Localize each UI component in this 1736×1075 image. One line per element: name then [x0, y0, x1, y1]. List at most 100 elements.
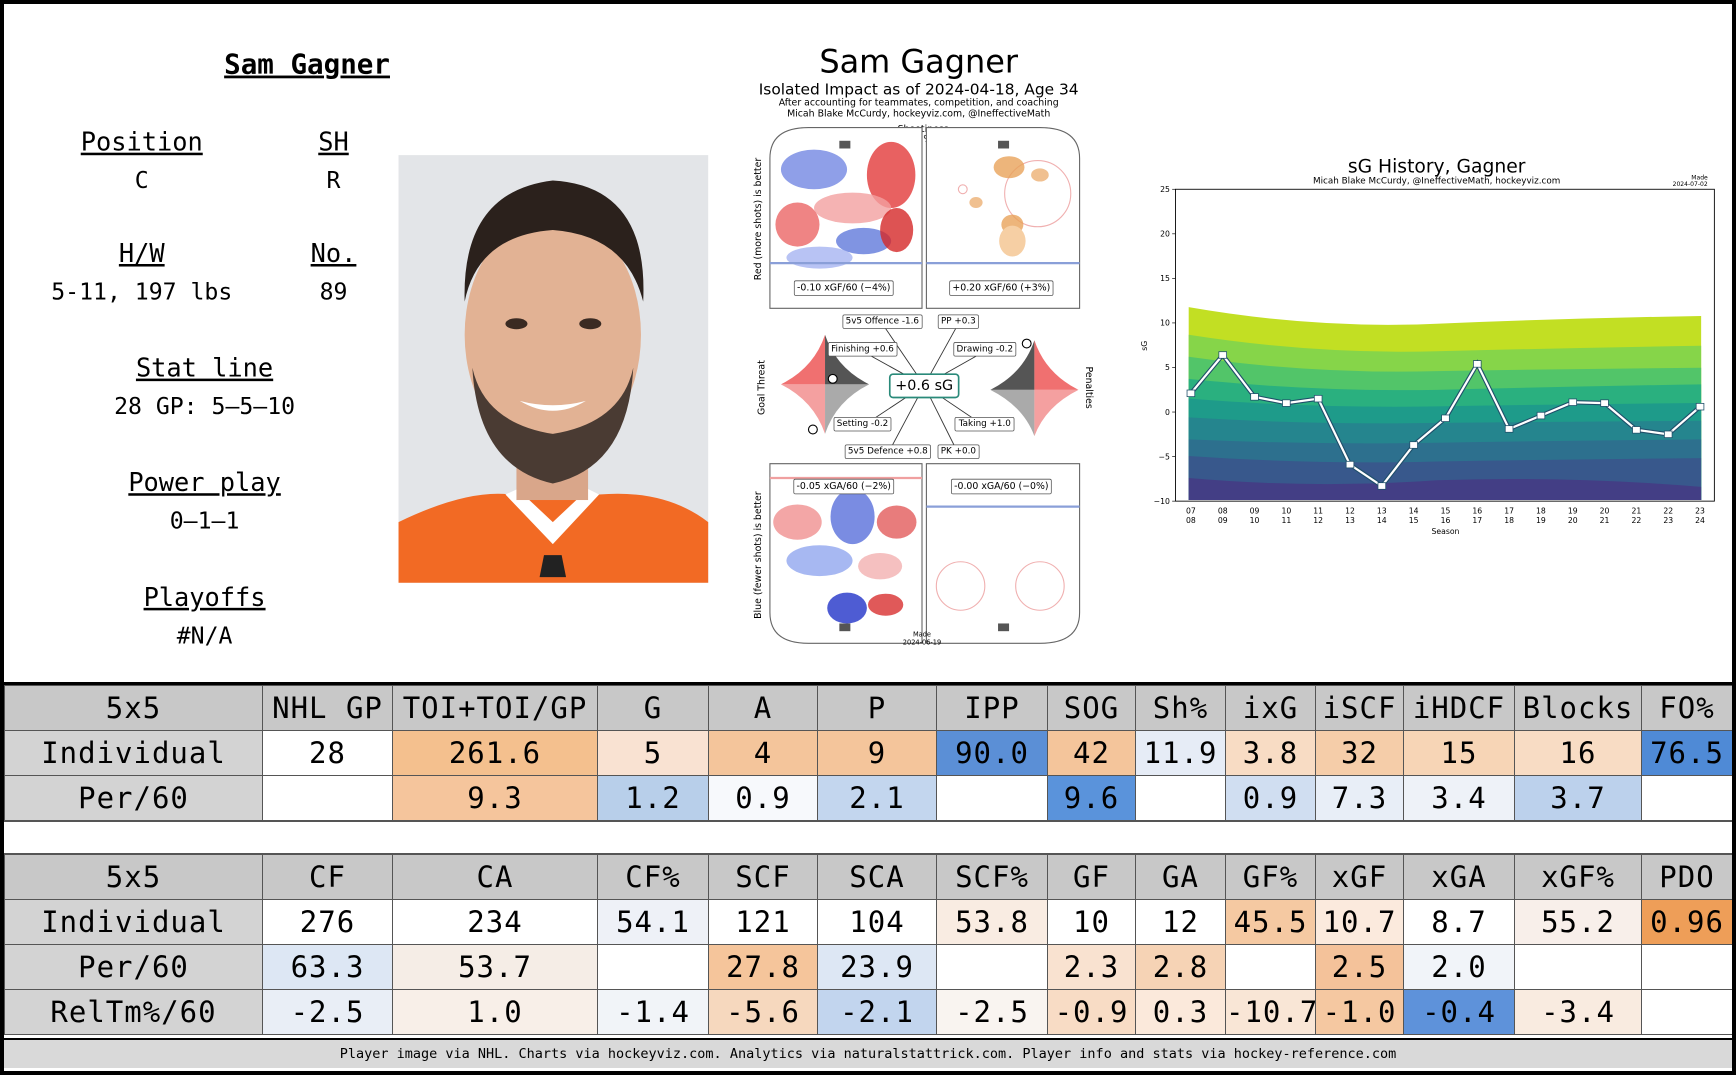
component-label: Setting -0.2	[837, 419, 888, 429]
header-cell: A	[708, 685, 818, 731]
x-tick-label: 16	[1472, 506, 1482, 515]
field-label: No.	[311, 238, 357, 268]
stat-cell: -2.5	[936, 989, 1048, 1035]
x-tick-label: 12	[1345, 506, 1355, 515]
decoration-ellipse	[775, 202, 820, 247]
decoration-ellipse	[993, 156, 1025, 179]
stat-cell: 15	[1403, 730, 1515, 776]
y-tick-label: 5	[1165, 363, 1170, 372]
rink	[925, 126, 1081, 309]
header-cell: SOG	[1047, 685, 1136, 731]
row-label: Per/60	[4, 775, 263, 821]
made-date: 2024-07-02	[1673, 181, 1708, 188]
component-label: 5v5 Offence -1.6	[846, 317, 920, 327]
point	[1473, 360, 1482, 368]
component-label: PK +0.0	[941, 447, 977, 457]
field-value: 5-11, 197 lbs	[51, 279, 232, 305]
decoration-path	[505, 489, 600, 545]
x-tick-label: 23	[1663, 516, 1673, 525]
label-box	[827, 342, 898, 357]
player-photo	[398, 155, 709, 583]
stat-cell: 2.1	[817, 775, 937, 821]
table-gap	[4, 821, 1732, 854]
y-tick-label: −10	[1154, 497, 1170, 506]
field-label: Stat line	[136, 353, 273, 383]
point	[1695, 402, 1705, 411]
stat-cell: 63.3	[262, 944, 393, 990]
field-label: Playoffs	[144, 582, 266, 612]
row-label: RelTm%/60	[4, 989, 263, 1035]
point	[1504, 425, 1514, 433]
stat-cell: 90.0	[936, 730, 1048, 776]
decoration-path	[825, 334, 870, 385]
percentile-bands	[1188, 307, 1702, 501]
point	[1409, 441, 1418, 449]
player-name: Sam Gagner	[224, 49, 390, 81]
header-cell: GA	[1135, 854, 1226, 900]
stat-cell	[1641, 944, 1732, 990]
x-tick-label: 17	[1504, 506, 1514, 515]
stat-table: 5x5 NHL GP TOI+TOI/GP G A P IPP SOG Sh% ixG iSCF iH…	[4, 685, 1732, 821]
header-cell: SCA	[817, 854, 937, 900]
stat-cell: 10.7	[1315, 899, 1404, 945]
header-cell: GF%	[1225, 854, 1316, 900]
field-value: 89	[320, 279, 348, 305]
label-box	[793, 280, 894, 296]
violin	[780, 334, 870, 435]
decoration-circle	[1004, 160, 1072, 228]
point	[1313, 394, 1323, 403]
field-value: R	[327, 168, 341, 194]
row-label: Per/60	[4, 944, 263, 990]
label-box	[844, 444, 931, 459]
stat-cell	[1514, 944, 1642, 990]
stat-cell: 1.0	[392, 989, 598, 1035]
header-cell: FO%	[1641, 685, 1732, 731]
stat-cell: 9.3	[392, 775, 598, 821]
rink	[769, 463, 923, 644]
stat-cell: 23.9	[817, 944, 937, 990]
x-tick-label: 08	[1186, 516, 1196, 525]
decoration-ellipse	[579, 318, 602, 330]
header-cell: NHL GP	[262, 685, 393, 731]
x-tick-label: 23	[1695, 506, 1705, 515]
label-box	[937, 314, 979, 329]
decoration-path	[1034, 340, 1079, 390]
x-tick-label: 13	[1345, 516, 1355, 525]
decoration-rect	[998, 623, 1010, 632]
component-label: 5v5 Defence +0.8	[848, 447, 928, 457]
decoration-path	[990, 389, 1035, 437]
stat-cell: -2.1	[817, 989, 937, 1035]
header-cell: xGA	[1403, 854, 1515, 900]
stat-cell	[936, 775, 1048, 821]
decoration-ellipse	[999, 225, 1026, 257]
stat-cell: 32	[1315, 730, 1404, 776]
decoration-ellipse	[858, 552, 903, 580]
x-tick-label: 09	[1218, 516, 1228, 525]
impact-chart: Sam Gagner Isolated Impact as of 2024-04…	[753, 42, 1094, 646]
impact-label: +0.20 xGF/60 (+3%)	[952, 283, 1050, 294]
stat-cell	[262, 775, 393, 821]
label-box	[954, 416, 1015, 432]
shootiness-label: Shootiness	[898, 124, 949, 135]
top-panel: Sam Gagner Position C SH R H/W 5-11, 197 lbs N…	[4, 42, 1732, 685]
decoration-path	[825, 384, 870, 434]
point	[1186, 389, 1196, 398]
x-tick-label: 15	[1409, 516, 1419, 525]
stat-cell: 2.8	[1135, 944, 1226, 990]
header-cell: G	[597, 685, 709, 731]
component-label: PP +0.3	[941, 317, 976, 327]
label-box	[937, 444, 980, 459]
decoration-ellipse	[786, 246, 853, 269]
plot-frame	[1175, 188, 1715, 502]
stat-cell: -3.4	[1514, 989, 1642, 1035]
stat-cell: -0.9	[1047, 989, 1136, 1035]
x-tick-label: 08	[1218, 506, 1228, 515]
component-label: Finishing +0.6	[831, 344, 894, 354]
header-cell: 5x5	[4, 685, 263, 731]
field-label: SH	[318, 127, 349, 157]
decoration-circle	[957, 184, 968, 195]
row-label: Individual	[4, 730, 263, 776]
field-label: Power play	[128, 467, 281, 497]
stat-cell: 55.2	[1514, 899, 1642, 945]
point	[1282, 399, 1291, 407]
